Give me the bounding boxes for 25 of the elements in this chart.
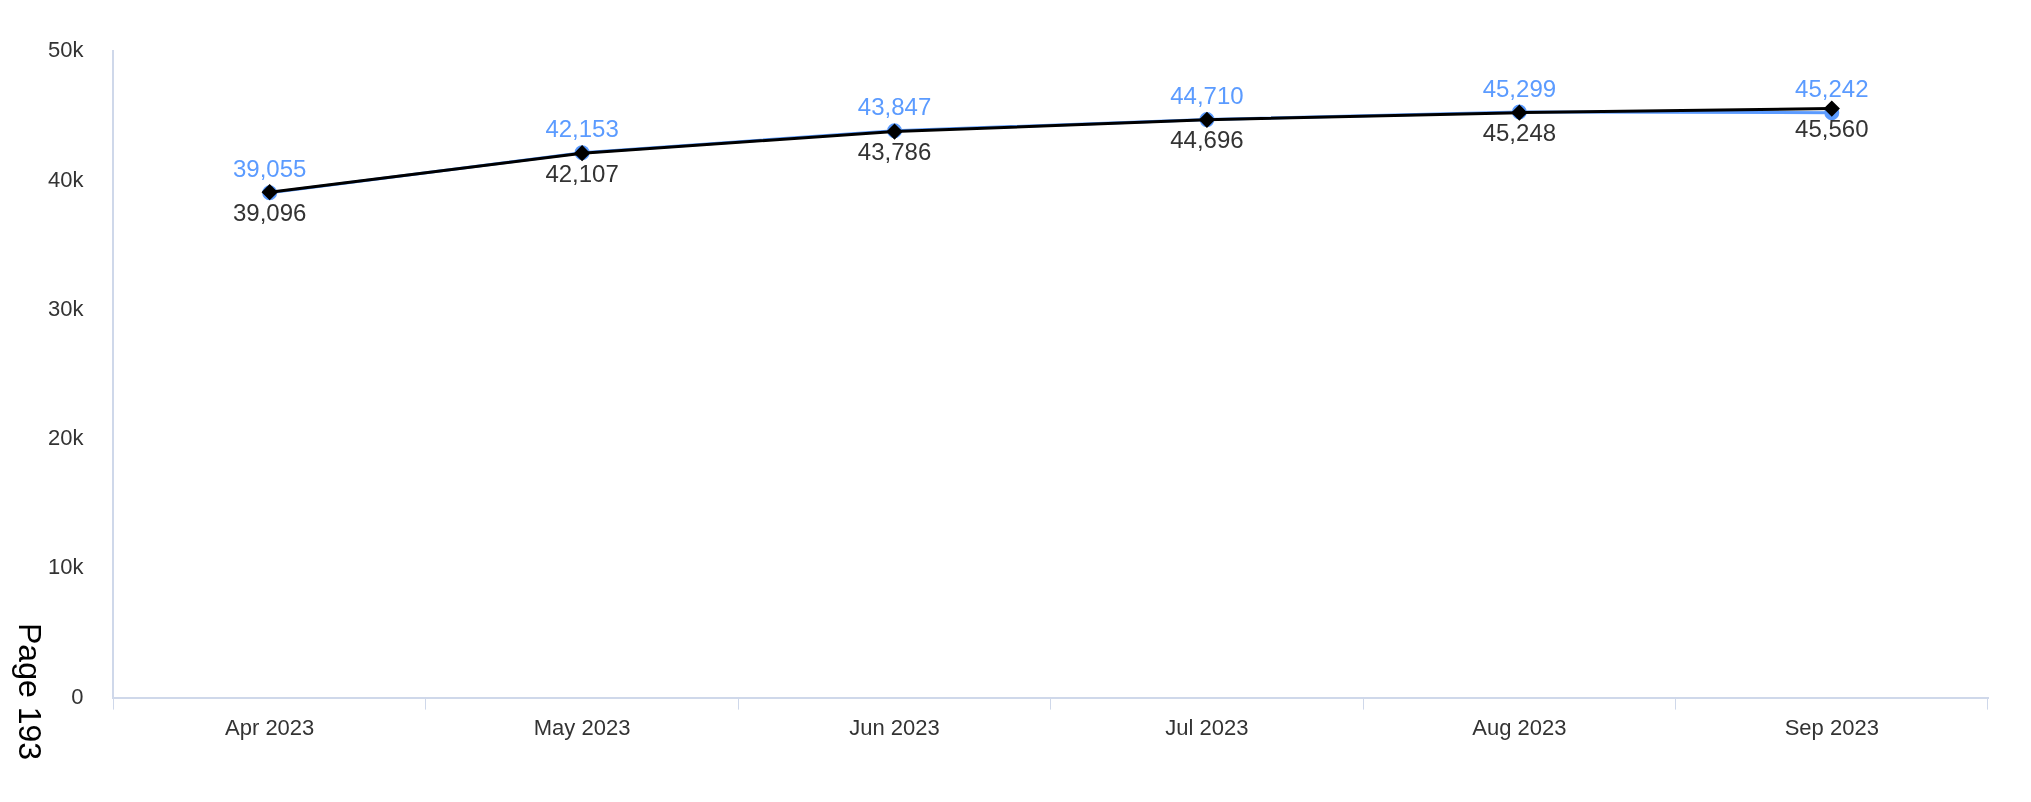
x-tick-label: Sep 2023 (1784, 714, 1879, 740)
x-tick-label: May 2023 (533, 714, 631, 740)
data-label: 42,107 (545, 159, 619, 187)
x-tick-label: Apr 2023 (225, 714, 315, 740)
data-label: 45,299 (1482, 74, 1557, 102)
data-label: 45,560 (1795, 115, 1869, 143)
data-label: 43,847 (857, 93, 932, 121)
x-tick-label: Jul 2023 (1165, 714, 1249, 740)
data-label: 43,786 (857, 138, 932, 166)
data-label: 44,710 (1170, 82, 1244, 110)
y-tick-label: 30k (47, 295, 85, 321)
data-label: 45,248 (1482, 119, 1557, 147)
y-tick-label: 0 (71, 683, 84, 709)
y-tick-label: 20k (47, 425, 85, 451)
data-label: 45,242 (1795, 75, 1869, 103)
y-tick-label: 40k (47, 166, 85, 192)
data-label: 39,096 (232, 198, 307, 226)
text: Page 193 (12, 623, 48, 761)
data-label: 39,055 (232, 155, 307, 183)
y-tick-label: 50k (47, 37, 85, 63)
data-label: 42,153 (545, 115, 619, 143)
x-tick-label: Aug 2023 (1472, 714, 1567, 740)
x-tick-label: Jun 2023 (849, 714, 940, 740)
y-tick-label: 10k (47, 554, 85, 580)
data-label: 44,696 (1170, 126, 1244, 154)
